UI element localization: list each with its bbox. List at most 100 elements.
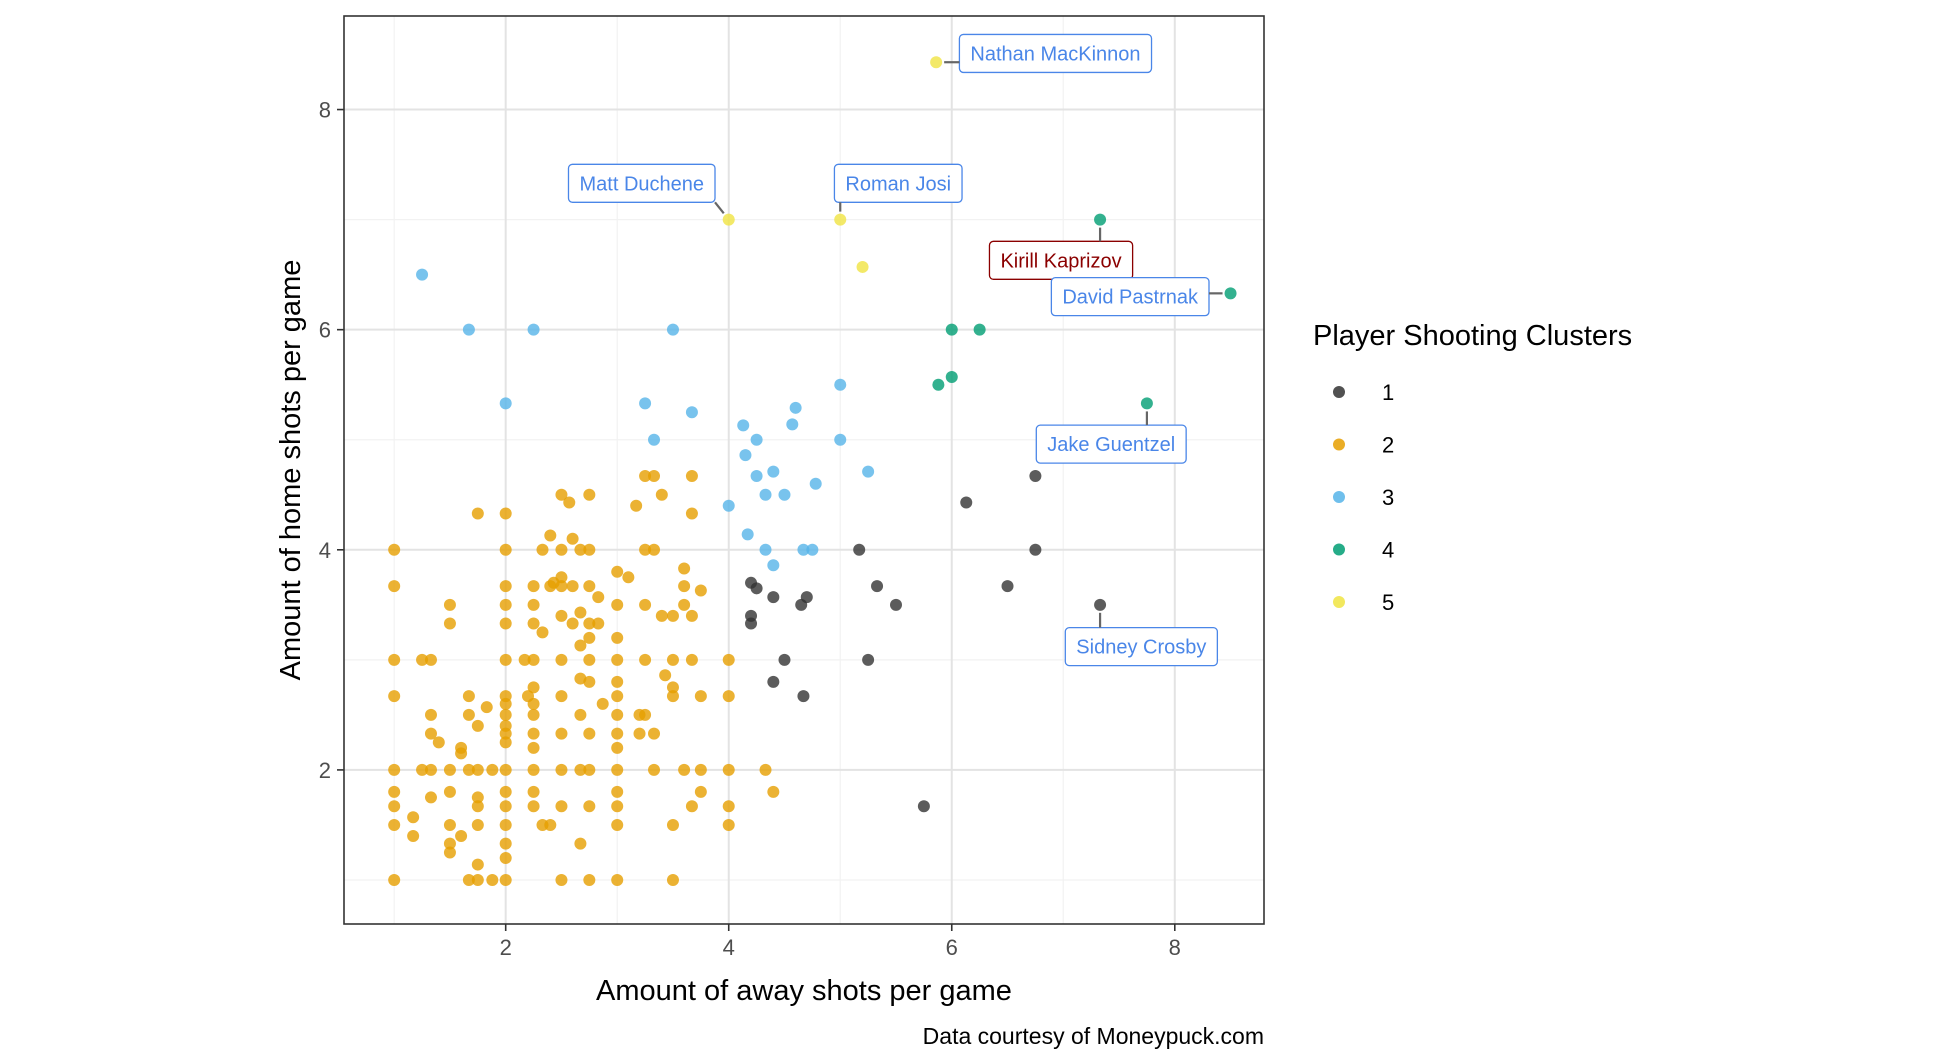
data-point-cluster-2 (639, 653, 652, 666)
data-point-cluster-2 (611, 763, 624, 776)
data-point-cluster-2 (388, 690, 401, 703)
data-point-cluster-2 (555, 609, 568, 622)
data-point-cluster-4 (1140, 397, 1153, 410)
chart-caption: Data courtesy of Moneypuck.com (923, 1023, 1264, 1049)
data-point-cluster-2 (388, 653, 401, 666)
data-point-cluster-1 (767, 675, 780, 688)
annotation-box (567, 163, 716, 203)
data-points (388, 56, 1237, 886)
data-point-cluster-2 (499, 653, 512, 666)
data-point-cluster-2 (685, 800, 698, 813)
data-point-cluster-2 (648, 543, 661, 556)
data-point-cluster-2 (666, 609, 679, 622)
data-point-cluster-2 (583, 873, 596, 886)
data-point-cluster-2 (416, 763, 429, 776)
data-point-cluster-2 (527, 708, 540, 721)
data-point-cluster-2 (388, 763, 401, 776)
data-point-cluster-2 (443, 818, 456, 831)
data-point-cluster-2 (648, 763, 661, 776)
legend-key-5 (1333, 596, 1345, 608)
data-point-cluster-2 (574, 837, 587, 850)
annotation-box (1035, 424, 1187, 464)
data-point-cluster-2 (678, 763, 691, 776)
data-point-cluster-2 (655, 488, 668, 501)
data-point-cluster-4 (1224, 287, 1237, 300)
data-point-cluster-5 (930, 56, 943, 69)
data-point-cluster-3 (759, 543, 772, 556)
legend-key-4 (1333, 543, 1345, 556)
data-point-cluster-3 (767, 465, 780, 478)
y-tick-label: 8 (319, 98, 331, 123)
data-point-cluster-2 (722, 690, 735, 703)
data-point-cluster-2 (527, 580, 540, 593)
data-point-cluster-1 (797, 690, 810, 703)
data-point-cluster-2 (566, 532, 579, 545)
data-point-cluster-2 (639, 543, 652, 556)
data-point-cluster-2 (722, 763, 735, 776)
x-axis-ticks: 2 4 6 8 (500, 924, 1181, 960)
data-point-cluster-2 (527, 727, 540, 740)
data-point-cluster-2 (443, 837, 456, 850)
data-point-cluster-2 (622, 571, 635, 584)
data-point-cluster-1 (1029, 543, 1042, 556)
data-point-cluster-2 (611, 565, 624, 578)
data-point-cluster-2 (685, 653, 698, 666)
data-point-cluster-2 (527, 598, 540, 611)
data-point-cluster-2 (666, 653, 679, 666)
data-point-cluster-3 (778, 488, 791, 501)
plot-background (344, 16, 1264, 924)
data-point-cluster-3 (809, 477, 822, 490)
data-point-cluster-3 (741, 528, 754, 541)
data-point-cluster-1 (1029, 470, 1042, 483)
data-point-cluster-2 (471, 800, 484, 813)
data-point-cluster-3 (639, 397, 652, 410)
data-point-cluster-2 (678, 580, 691, 593)
data-point-cluster-4 (1094, 213, 1107, 226)
y-tick-label: 6 (319, 318, 331, 343)
data-point-cluster-3 (834, 433, 847, 446)
data-point-cluster-3 (862, 465, 875, 478)
data-point-cluster-2 (388, 580, 401, 593)
data-point-cluster-3 (834, 378, 847, 391)
data-point-cluster-2 (639, 708, 652, 721)
data-point-cluster-2 (499, 543, 512, 556)
data-point-cluster-2 (480, 701, 493, 714)
data-point-cluster-2 (574, 543, 587, 556)
data-point-cluster-2 (611, 598, 624, 611)
annotation-label: Matt Duchene (579, 173, 704, 195)
data-point-cluster-1 (871, 580, 884, 593)
y-tick-label: 4 (319, 538, 331, 563)
data-point-cluster-2 (722, 800, 735, 813)
annotation-label: Roman Josi (845, 173, 951, 195)
data-point-cluster-2 (611, 800, 624, 813)
data-point-cluster-2 (416, 653, 429, 666)
data-point-cluster-1 (853, 543, 866, 556)
data-point-cluster-2 (583, 675, 596, 688)
data-point-cluster-2 (583, 617, 596, 630)
data-point-cluster-2 (694, 690, 707, 703)
data-point-cluster-2 (527, 681, 540, 694)
data-point-cluster-2 (462, 873, 475, 886)
data-point-cluster-2 (432, 736, 445, 749)
annotation-label: Sidney Crosby (1076, 637, 1206, 659)
data-point-cluster-2 (592, 591, 605, 604)
data-point-cluster-2 (471, 873, 484, 886)
data-point-cluster-2 (678, 562, 691, 575)
data-point-cluster-4 (945, 323, 958, 336)
data-point-cluster-3 (648, 433, 661, 446)
data-point-cluster-2 (555, 690, 568, 703)
data-point-cluster-2 (462, 763, 475, 776)
annotation-box (1064, 626, 1219, 667)
data-point-cluster-2 (563, 496, 576, 509)
data-point-cluster-2 (471, 507, 484, 520)
data-point-cluster-2 (499, 727, 512, 740)
data-point-cluster-2 (544, 818, 557, 831)
data-point-cluster-2 (499, 708, 512, 721)
data-point-cluster-2 (694, 785, 707, 798)
data-point-cluster-2 (407, 829, 420, 842)
data-point-cluster-2 (499, 736, 512, 749)
data-point-cluster-3 (666, 323, 679, 336)
data-point-cluster-3 (797, 543, 810, 556)
y-tick-label: 2 (319, 758, 331, 783)
data-point-cluster-1 (862, 653, 875, 666)
